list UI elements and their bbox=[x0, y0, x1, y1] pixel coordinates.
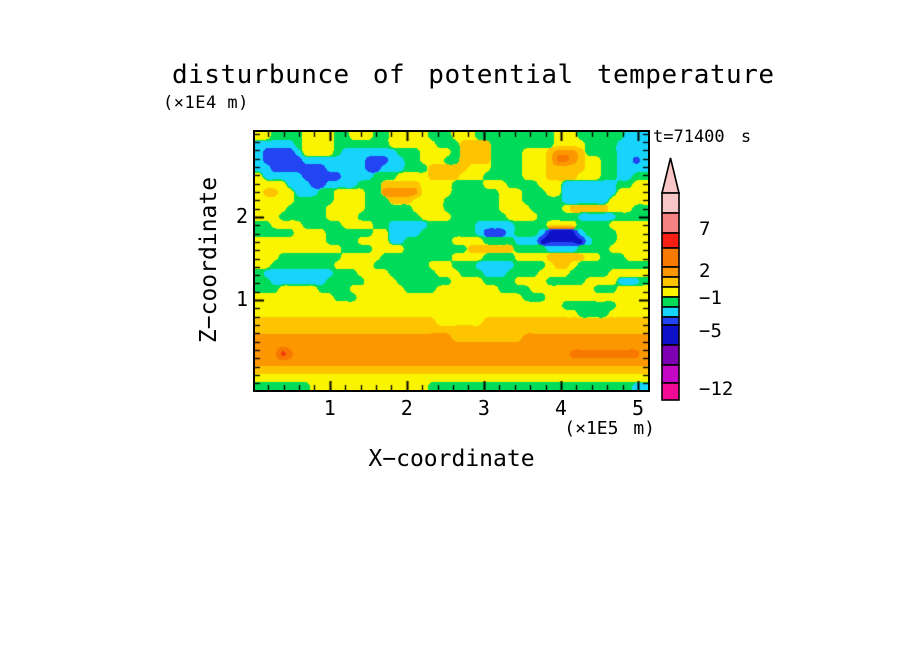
colorbar-label-7: 7 bbox=[699, 218, 711, 240]
colorbar-segment-cyan bbox=[661, 306, 680, 318]
x-axis-unit: (×1E5 m) bbox=[564, 418, 655, 439]
colorbar-segment-green bbox=[661, 296, 680, 308]
x-tick-label-4: 4 bbox=[554, 396, 567, 420]
colorbar-segment-magenta bbox=[661, 364, 680, 384]
colorbar-segment-yellow bbox=[661, 286, 680, 298]
colorbar-arrow-cap bbox=[660, 157, 681, 194]
z-tick-label-2: 2 bbox=[235, 203, 248, 228]
colorbar-label-−12: −12 bbox=[699, 378, 734, 400]
colorbar-segment-blue bbox=[661, 316, 680, 326]
x-tick-label-3: 3 bbox=[477, 396, 490, 420]
colorbar-segment-red bbox=[661, 232, 680, 249]
colorbar-segment-purple bbox=[661, 344, 680, 366]
colorbar-segment-amber bbox=[661, 276, 680, 288]
colorbar-segment-navy bbox=[661, 324, 680, 346]
z-axis-label: Z−coordinate bbox=[196, 176, 222, 344]
colorbar-label-−1: −1 bbox=[699, 287, 722, 309]
colorbar-segment-deep-pink bbox=[661, 382, 680, 401]
colorbar-segment-salmon bbox=[661, 212, 680, 234]
chart-title: disturbunce of potential temperature bbox=[172, 60, 775, 90]
colorbar bbox=[660, 157, 681, 401]
plot-frame bbox=[253, 130, 650, 392]
colorbar-segment-orange bbox=[661, 266, 680, 278]
x-axis-label: X−coordinate bbox=[368, 446, 535, 472]
colorbar-label-−5: −5 bbox=[699, 320, 722, 342]
x-tick-label-5: 5 bbox=[631, 396, 644, 420]
colorbar-segment-pale-pink bbox=[661, 192, 680, 214]
colorbar-segment-dark-orange bbox=[661, 247, 680, 268]
time-annotation: t=71400 s bbox=[653, 127, 752, 147]
z-tick-label-1: 1 bbox=[235, 287, 248, 312]
contour-field-canvas bbox=[255, 132, 648, 390]
x-tick-label-1: 1 bbox=[323, 396, 336, 420]
colorbar-label-2: 2 bbox=[699, 260, 711, 282]
x-tick-label-2: 2 bbox=[400, 396, 413, 420]
z-axis-unit: (×1E4 m) bbox=[163, 93, 249, 113]
